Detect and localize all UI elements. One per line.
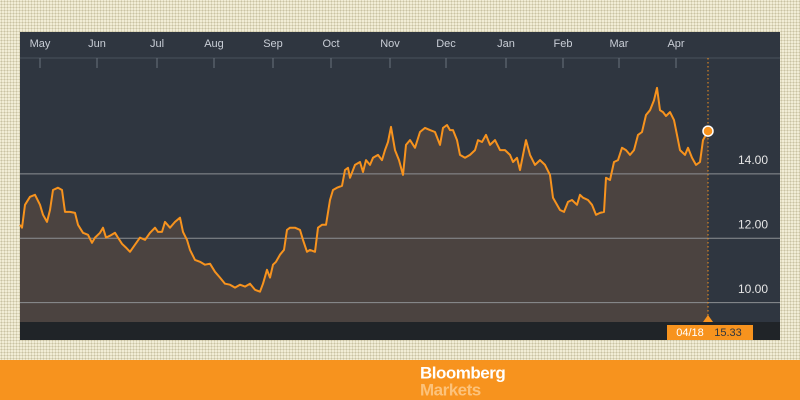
x-tick-label: Mar [610, 38, 629, 50]
last-box [667, 325, 753, 340]
cursor-pointer [703, 315, 713, 322]
y-tick-label: 12.00 [738, 217, 768, 231]
x-tick-label: Dec [436, 38, 456, 50]
x-tick-label: Sep [263, 38, 283, 50]
x-tick-label: Apr [667, 38, 684, 50]
footer-bar [0, 360, 800, 400]
area [20, 87, 708, 323]
x-tick-label: Oct [322, 38, 339, 50]
x-tick-label: Nov [380, 38, 400, 50]
x-tick-label: Feb [554, 38, 573, 50]
price-line [19, 86, 709, 293]
last-point [702, 125, 714, 137]
last-date: 04/18 [676, 327, 704, 339]
x-tick-label: Jul [150, 38, 164, 50]
y-tick-label: 14.00 [738, 153, 768, 167]
footer-brand: Bloomberg [420, 363, 505, 382]
bottom-strip [20, 322, 780, 340]
x-tick-label: Jan [497, 38, 515, 50]
last-value: 15.33 [714, 327, 742, 339]
x-tick-label: Jun [88, 38, 106, 50]
x-tick-label: May [30, 38, 51, 50]
footer-product: Markets [420, 380, 481, 399]
x-tick-label: Aug [204, 38, 224, 50]
y-tick-label: 10.00 [738, 282, 768, 296]
